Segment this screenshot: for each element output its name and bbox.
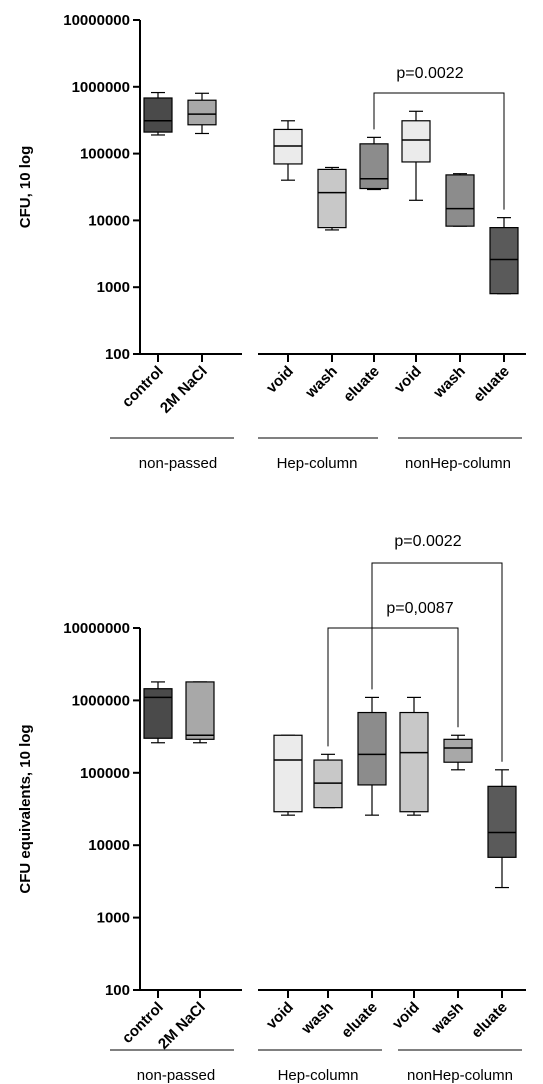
x-tick-label: eluate	[338, 999, 381, 1042]
x-tick-label: wash	[298, 999, 337, 1038]
y-tick-label: 1000000	[72, 692, 130, 709]
box-2	[274, 121, 302, 180]
box-body	[188, 100, 216, 125]
box-5	[400, 697, 428, 815]
group-label: Hep-column	[277, 455, 358, 472]
box-4	[360, 137, 388, 189]
x-tick-label: 2M NaCl	[155, 999, 209, 1053]
box-body	[444, 739, 472, 762]
x-tick-label: void	[263, 363, 297, 397]
box-body	[446, 175, 474, 226]
y-axis-title: CFU, 10 log	[17, 146, 34, 229]
x-tick-label: void	[263, 999, 297, 1033]
box-body	[186, 682, 214, 739]
y-tick-label: 10000	[88, 837, 130, 854]
box-0	[144, 93, 172, 135]
box-5	[402, 111, 430, 200]
x-tick-label: eluate	[340, 363, 383, 406]
p-value-label: p=0.0022	[396, 65, 463, 82]
box-6	[446, 174, 474, 226]
chart-top: 100 1000 10000 100000 1000000 10000000 CFU, 10…	[17, 12, 526, 472]
box-3	[314, 754, 342, 807]
box-body	[358, 713, 386, 785]
box-3	[318, 167, 346, 229]
group-label: Hep-column	[278, 1067, 359, 1084]
y-tick-label: 10000	[88, 212, 130, 229]
x-tick-label: void	[391, 363, 425, 397]
box-body	[402, 121, 430, 162]
p-value-label: p=0.0022	[394, 533, 461, 550]
box-body	[488, 786, 516, 857]
y-tick-label: 100000	[80, 765, 130, 782]
x-tick-label: eluate	[470, 363, 513, 406]
box-1	[186, 682, 214, 743]
box-0	[144, 682, 172, 743]
chart-bottom: 100 1000 10000 100000 1000000 10000000 CFU equ…	[17, 533, 526, 1084]
box-body	[490, 228, 518, 294]
box-4	[358, 697, 386, 815]
significance-bracket	[372, 563, 502, 762]
y-tick-label: 100	[105, 982, 130, 999]
box-body	[400, 713, 428, 812]
x-tick-label: wash	[302, 363, 341, 402]
x-tick-label: void	[389, 999, 423, 1033]
box-body	[144, 98, 172, 132]
y-tick-label: 10000000	[63, 620, 130, 637]
y-tick-label: 10000000	[63, 12, 130, 29]
group-label: nonHep-column	[405, 455, 511, 472]
y-tick-label: 1000	[97, 910, 130, 927]
box-body	[274, 735, 302, 811]
y-tick-label: 1000000	[72, 79, 130, 96]
significance-bracket	[374, 93, 504, 210]
box-body	[144, 689, 172, 739]
x-tick-label: 2M NaCl	[157, 363, 211, 417]
box-7	[488, 770, 516, 888]
p-value-label: p=0,0087	[386, 600, 453, 617]
x-tick-label: eluate	[468, 999, 511, 1042]
group-label: non-passed	[139, 455, 217, 472]
box-body	[360, 144, 388, 189]
x-tick-label: wash	[430, 363, 469, 402]
y-tick-label: 100000	[80, 146, 130, 163]
box-7	[490, 218, 518, 294]
y-axis-title: CFU equivalents, 10 log	[17, 724, 34, 893]
y-tick-label: 1000	[97, 279, 130, 296]
box-body	[318, 169, 346, 227]
y-tick-label: 100	[105, 346, 130, 363]
group-label: non-passed	[137, 1067, 215, 1084]
box-2	[274, 735, 302, 815]
box-6	[444, 735, 472, 770]
group-label: nonHep-column	[407, 1067, 513, 1084]
x-tick-label: wash	[428, 999, 467, 1038]
box-1	[188, 93, 216, 133]
significance-bracket	[328, 628, 458, 746]
